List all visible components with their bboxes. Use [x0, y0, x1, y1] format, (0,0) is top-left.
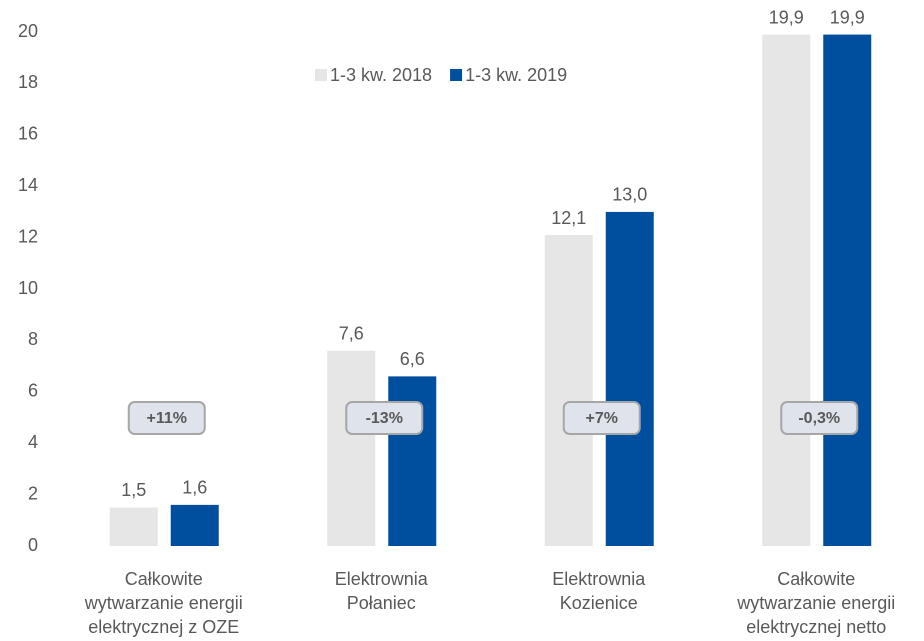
- bar: [327, 350, 376, 546]
- annotation-box: [127, 401, 206, 435]
- x-tick-line: elektrycznej z OZE: [88, 617, 239, 637]
- bar: [762, 34, 811, 546]
- bar: [823, 34, 872, 546]
- x-tick-line: Elektrownia: [552, 569, 646, 589]
- bar: [544, 235, 593, 546]
- legend-label: 1-3 kw. 2018: [330, 65, 432, 85]
- y-tick-label: 6: [28, 381, 38, 401]
- y-tick-label: 2: [28, 483, 38, 503]
- bar: [170, 504, 219, 546]
- bar: [109, 507, 158, 546]
- y-tick-label: 0: [28, 535, 38, 555]
- value-label: 7,6: [339, 323, 364, 343]
- x-tick-line: Elektrownia: [335, 569, 429, 589]
- value-label: 12,1: [551, 208, 586, 228]
- annotation-box: [345, 401, 424, 435]
- x-tick-label: Całkowite wytwarzanie energii elektrycznej…: [84, 569, 243, 637]
- x-tick-line: Połaniec: [347, 593, 416, 613]
- value-label: 19,9: [769, 7, 804, 27]
- legend-swatch: [315, 69, 327, 81]
- x-tick-line: wytwarzanie energii: [736, 593, 895, 613]
- annotation: -13%: [366, 410, 403, 427]
- y-tick-label: 16: [18, 124, 38, 144]
- y-tick-label: 12: [18, 226, 38, 246]
- y-tick-label: 8: [28, 329, 38, 349]
- annotation-box: [562, 401, 641, 435]
- x-tick-label: Elektrownia Kozienice: [552, 569, 646, 613]
- legend-swatch: [450, 69, 463, 81]
- annotation-box: [780, 401, 859, 435]
- y-tick-label: 20: [18, 21, 38, 41]
- x-tick-label: Elektrownia Połaniec: [335, 569, 429, 613]
- y-tick-label: 14: [18, 175, 38, 195]
- x-tick-line: Kozienice: [560, 593, 638, 613]
- legend-label: 1-3 kw. 2019: [465, 65, 567, 85]
- annotation: -0,3%: [798, 410, 840, 427]
- x-tick-label: Całkowite wytwarzanie energii elektrycznej…: [736, 569, 895, 637]
- x-tick-line: elektrycznej netto: [746, 617, 886, 637]
- value-label: 19,9: [830, 7, 865, 27]
- y-tick-label: 18: [18, 72, 38, 92]
- x-tick-line: wytwarzanie energii: [84, 593, 243, 613]
- annotation: +11%: [147, 410, 187, 427]
- x-tick-line: Całkowite: [125, 569, 203, 589]
- y-tick-label: 10: [18, 278, 38, 298]
- x-tick-line: Całkowite: [777, 569, 855, 589]
- annotation: +7%: [586, 410, 618, 427]
- value-label: 6,6: [400, 349, 425, 369]
- y-tick-label: 4: [28, 432, 38, 452]
- value-label: 13,0: [612, 185, 647, 205]
- bar: [605, 211, 654, 546]
- value-label: 1,6: [182, 478, 207, 498]
- value-label: 1,5: [121, 480, 146, 500]
